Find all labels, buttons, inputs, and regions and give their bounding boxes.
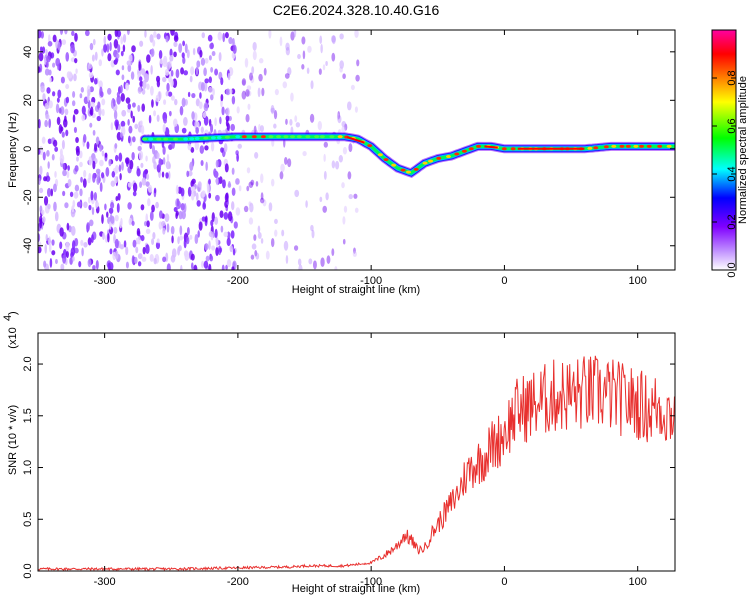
colorbar-tick-label: 0.6 xyxy=(726,118,738,133)
colorbar-tick-label: 0.0 xyxy=(726,262,738,277)
chart-title: C2E6.2024.328.10.40.G16 xyxy=(272,2,440,18)
svg-text:): ) xyxy=(7,311,19,315)
spectrogram-xtick-label: 0 xyxy=(501,275,507,287)
snr-frame xyxy=(37,332,676,572)
spectrogram-xtick-label: -300 xyxy=(94,275,116,287)
snr-ylabel: SNR (10 * v/v) xyxy=(7,405,19,475)
spectrogram-xtick-label: 100 xyxy=(629,275,647,287)
snr-xtick-label: -100 xyxy=(360,576,382,588)
snr-xtick-label: 100 xyxy=(629,576,647,588)
colorbar-tick-label: 0.4 xyxy=(726,166,738,181)
snr-scale-label: (x10 4 ) xyxy=(2,311,19,348)
snr-ytick-label: 2.0 xyxy=(22,356,34,371)
snr-plot: -300 -200 -100 0 100 0.0 0.5 1.0 1.5 2.0 Height o… xyxy=(2,311,676,595)
snr-xtick-label: -300 xyxy=(94,576,116,588)
colorbar-tick-label: 0.2 xyxy=(726,214,738,229)
spectrogram-ytick-label: -20 xyxy=(22,189,34,205)
spectrogram-xtick-label: -100 xyxy=(360,275,382,287)
snr-ytick-label: 1.5 xyxy=(22,408,34,423)
colorbar-gradient xyxy=(711,29,737,271)
colorbar-tick-label: 0.8 xyxy=(726,70,738,85)
spectrogram-ytick-label: 20 xyxy=(22,94,34,106)
snr-ytick-label: 0.0 xyxy=(22,563,34,578)
svg-text:(x10: (x10 xyxy=(7,327,19,348)
spectrogram-ytick-label: -40 xyxy=(22,238,34,254)
snr-ytick-label: 0.5 xyxy=(22,512,34,527)
spectrogram-ytick-label: 40 xyxy=(22,46,34,58)
snr-ytick-label: 1.0 xyxy=(22,460,34,475)
spectrogram-ridge xyxy=(140,132,675,179)
spectrogram-xtick-label: -200 xyxy=(227,275,249,287)
spectrogram-ytick-label: 0 xyxy=(22,146,34,152)
svg-text:4: 4 xyxy=(2,315,14,321)
spectrogram-noise xyxy=(38,30,360,270)
snr-series-line xyxy=(38,355,675,571)
snr-xlabel: Height of straight line (km) xyxy=(292,583,420,595)
colorbar-label: Normalized spectral amplitude xyxy=(737,76,749,224)
snr-xtick-label: -200 xyxy=(227,576,249,588)
spectrogram-ylabel: Frequency (Hz) xyxy=(7,112,19,188)
spectrogram-frame xyxy=(37,29,676,271)
snr-xtick-label: 0 xyxy=(501,576,507,588)
colorbar: 0.0 0.2 0.4 0.6 0.8 Normalized spectral ampl… xyxy=(711,29,749,278)
spectrogram-xlabel: Height of straight line (km) xyxy=(292,284,420,296)
